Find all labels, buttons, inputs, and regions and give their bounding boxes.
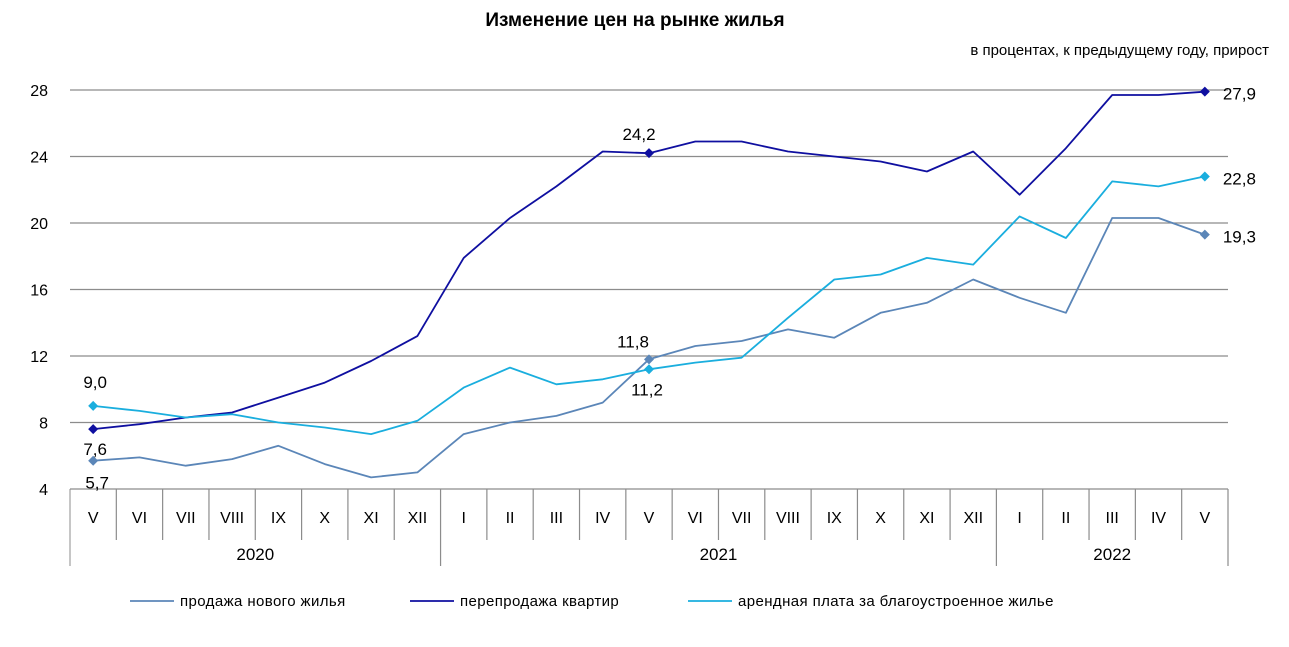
y-tick-label: 16 <box>30 283 48 300</box>
y-tick-label: 20 <box>30 216 48 233</box>
series-line-1 <box>93 217 1206 479</box>
x-tick-label: XII <box>408 510 428 527</box>
x-tick-label: I <box>1017 510 1021 527</box>
data-label: 7,6 <box>83 440 107 459</box>
legend: продажа нового жилья перепродажа квартир а… <box>130 593 1054 610</box>
y-tick-label: 12 <box>30 349 48 366</box>
x-tick-label: IV <box>1151 510 1166 527</box>
data-marker <box>1199 171 1210 182</box>
x-tick-label: XI <box>364 510 379 527</box>
data-marker <box>644 354 654 365</box>
x-tick-label: VIII <box>776 510 800 527</box>
legend-entry: продажа нового жилья <box>180 593 346 610</box>
y-tick-label: 8 <box>39 416 48 433</box>
x-tick-label: VII <box>732 510 752 527</box>
x-tick-label: X <box>875 510 886 527</box>
data-marker <box>644 148 654 159</box>
data-marker <box>644 364 654 375</box>
x-tick-label: XI <box>919 510 934 527</box>
data-label: 11,8 <box>617 332 649 351</box>
x-tick-label: III <box>550 510 563 527</box>
data-marker <box>88 424 99 435</box>
x-tick-label: X <box>319 510 330 527</box>
x-tick-label: XII <box>963 510 983 527</box>
legend-entry: перепродажа квартир <box>460 593 619 610</box>
year-label: 2021 <box>700 545 738 564</box>
data-label: 11,2 <box>631 380 663 399</box>
x-tick-label: III <box>1106 510 1119 527</box>
x-tick-label: II <box>1061 510 1070 527</box>
data-label: 5,7 <box>85 474 109 493</box>
y-tick-label: 24 <box>30 150 48 167</box>
data-label: 24,2 <box>622 125 655 144</box>
x-tick-label: VII <box>176 510 196 527</box>
year-label: 2020 <box>236 545 274 564</box>
x-tick-label: IV <box>595 510 610 527</box>
data-label: 27,9 <box>1223 85 1256 104</box>
year-label: 2022 <box>1093 545 1131 564</box>
data-marker <box>88 400 99 411</box>
y-tick-label: 28 <box>30 83 48 100</box>
x-tick-label: IX <box>827 510 842 527</box>
data-label: 9,0 <box>83 373 107 392</box>
y-tick-label: 4 <box>39 482 48 499</box>
x-tick-label: II <box>506 510 515 527</box>
x-tick-label: VI <box>688 510 703 527</box>
data-marker <box>1199 229 1210 240</box>
chart-title: Изменение цен на рынке жилья <box>485 10 785 31</box>
data-marker <box>1199 86 1210 97</box>
x-tick-label: V <box>88 510 99 527</box>
data-labels: 5,7 11,8 19,3 7,6 24,2 27,9 9,0 11,2 22,8 <box>83 85 1256 493</box>
series-markers <box>88 86 1210 466</box>
x-tick-label: V <box>644 510 655 527</box>
x-tick-label: V <box>1200 510 1211 527</box>
data-label: 19,3 <box>1223 228 1256 247</box>
chart-subtitle: в процентах, к предыдущему году, прирост <box>970 42 1269 59</box>
x-axis: V VI VII VIII IX X XI XII I II III IV V VI VII VIII IX X X… <box>69 489 1229 566</box>
x-tick-label: IX <box>271 510 286 527</box>
x-tick-label: VIII <box>220 510 244 527</box>
x-tick-label: VI <box>132 510 147 527</box>
x-tick-label: I <box>461 510 465 527</box>
legend-entry: арендная плата за благоустроенное жилье <box>738 593 1054 610</box>
data-label: 22,8 <box>1223 169 1256 188</box>
y-axis: 4 8 12 16 20 24 28 <box>30 83 48 499</box>
data-marker <box>88 455 99 466</box>
